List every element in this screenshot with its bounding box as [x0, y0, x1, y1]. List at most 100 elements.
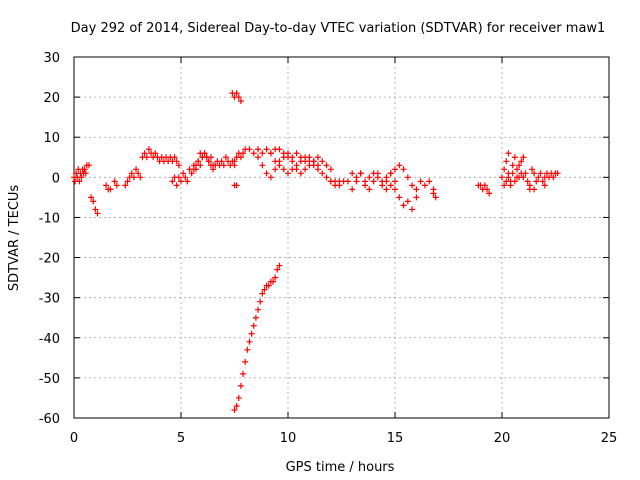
data-point	[169, 178, 176, 185]
data-point	[220, 162, 227, 169]
data-point	[255, 146, 262, 153]
data-point	[417, 178, 424, 185]
data-point	[94, 210, 101, 217]
data-point	[265, 282, 272, 289]
data-point	[285, 170, 291, 177]
data-point	[520, 174, 527, 181]
data-point	[255, 306, 262, 313]
data-point	[507, 182, 514, 189]
data-point	[374, 174, 381, 181]
data-point	[535, 174, 542, 181]
data-point	[90, 198, 97, 205]
data-point	[210, 162, 217, 169]
data-point	[235, 94, 242, 101]
data-point	[387, 170, 394, 177]
data-point	[88, 194, 95, 201]
data-point	[505, 150, 512, 157]
data-point	[285, 154, 291, 161]
y-tick-label: 0	[52, 171, 60, 186]
data-point	[297, 170, 304, 177]
data-point	[511, 178, 518, 185]
data-point	[323, 162, 330, 169]
data-point	[486, 190, 493, 197]
data-point	[383, 186, 390, 193]
y-tick-label: -50	[39, 372, 60, 387]
data-point	[135, 170, 142, 177]
data-point	[235, 394, 242, 401]
data-point	[302, 154, 309, 161]
data-point	[141, 150, 148, 157]
data-point	[396, 162, 403, 169]
data-point	[246, 146, 253, 153]
plot-frame	[73, 56, 610, 419]
data-point	[387, 182, 394, 189]
data-point	[501, 166, 508, 173]
data-point	[302, 166, 309, 173]
data-point	[392, 178, 398, 185]
data-point	[400, 166, 407, 173]
data-point	[509, 162, 516, 169]
data-point	[541, 182, 548, 189]
data-point	[413, 194, 420, 201]
data-point	[518, 158, 525, 165]
data-point	[272, 158, 279, 165]
data-point	[513, 166, 520, 173]
tick-labels: 0 5 10 15 20 25 -60 -50 -40 -30 -20 -10 0 10 20 30	[39, 51, 618, 446]
data-point	[503, 158, 510, 165]
data-point	[516, 162, 523, 169]
data-point	[336, 182, 343, 189]
data-point	[370, 170, 377, 177]
data-point	[280, 150, 287, 157]
data-point	[314, 154, 321, 161]
data-point	[263, 170, 270, 177]
data-point	[173, 158, 180, 165]
data-point	[554, 170, 561, 177]
x-tick-label: 10	[280, 431, 297, 446]
data-point	[103, 182, 110, 189]
data-point	[113, 182, 120, 189]
data-point	[130, 174, 137, 181]
data-point	[85, 162, 92, 169]
data-point	[250, 150, 257, 157]
x-tick-label: 20	[494, 431, 511, 446]
data-point	[259, 150, 266, 157]
data-point	[173, 182, 180, 189]
data-point	[366, 186, 373, 193]
data-point	[524, 178, 531, 185]
data-point	[499, 174, 505, 181]
data-point	[522, 170, 529, 177]
data-point	[145, 146, 152, 153]
data-point	[205, 158, 212, 165]
data-point	[503, 178, 510, 185]
data-point	[539, 178, 546, 185]
data-point	[430, 190, 437, 197]
y-tick-label: 20	[43, 91, 60, 106]
data-point	[259, 162, 266, 169]
data-point	[531, 170, 538, 177]
data-point	[231, 158, 238, 165]
data-point	[383, 178, 390, 185]
data-point	[274, 266, 281, 273]
data-point	[421, 182, 428, 189]
data-point	[481, 182, 488, 189]
data-point	[171, 154, 178, 161]
data-point	[513, 174, 520, 181]
data-point	[531, 186, 538, 193]
data-point	[366, 174, 373, 181]
data-point	[270, 278, 277, 285]
data-point	[82, 170, 89, 177]
data-point	[550, 174, 557, 181]
data-point	[501, 182, 508, 189]
data-point	[505, 174, 512, 181]
data-point	[432, 194, 439, 201]
data-point	[319, 170, 326, 177]
data-point	[237, 154, 244, 161]
data-point	[353, 174, 360, 181]
data-point	[332, 178, 339, 185]
data-point	[276, 146, 283, 153]
y-tick-label: -30	[39, 292, 60, 307]
data-point	[293, 150, 300, 157]
data-point	[314, 166, 321, 173]
data-point	[409, 182, 416, 189]
